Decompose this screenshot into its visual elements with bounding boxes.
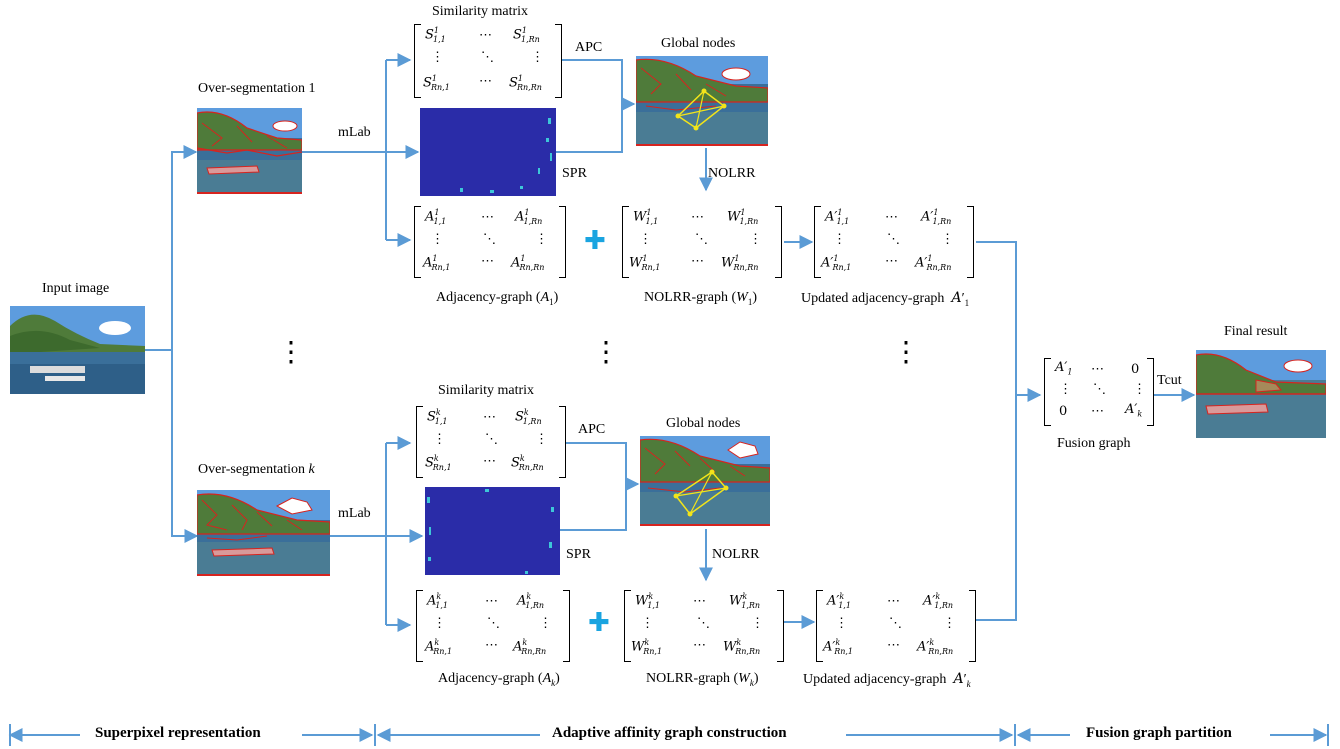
updated-adjacency-graph-label-k: Updated adjacency-graph A′k [803,671,971,689]
nolrr-graph-label-1: NOLRR-graph (W1) [644,290,757,307]
apc-label-1: APC [575,40,603,55]
global-nodes-label-1: Global nodes [661,36,736,51]
vertical-ellipsis-icon: ⋮ [277,335,305,368]
adjacency-graph-label-k: Adjacency-graph (Ak) [438,671,560,688]
plus-icon: ✚ [588,608,610,638]
vertical-ellipsis-icon: ⋮ [892,335,920,368]
final-result-image [1196,350,1326,438]
over-segmentation-k-label: Over-segmentation k [198,462,315,477]
footer-superpixel-representation: Superpixel representation [95,725,261,741]
global-nodes-image-1 [636,56,768,146]
nolrr-graph-label-k: NOLRR-graph (Wk) [646,671,759,688]
similarity-matrix-label-k: Similarity matrix [438,383,535,398]
nolrr-label-k: NOLRR [712,547,760,562]
global-nodes-label-k: Global nodes [666,416,741,431]
nolrr-matrix-k: Wk1,1 ⋯ Wk1,Rn ⋮ ⋱ ⋮ WkRn,1 ⋯ WkRn,Rn [624,590,784,662]
updated-adjacency-graph-label-1: Updated adjacency-graph A′1 [801,290,970,308]
adjacency-matrix-1: A11,1 ⋯ A11,Rn ⋮ ⋱ ⋮ A1Rn,1 ⋯ A1Rn,Rn [414,206,566,278]
adjacency-matrix-k: Ak1,1 ⋯ Ak1,Rn ⋮ ⋱ ⋮ AkRn,1 ⋯ AkRn,Rn [416,590,570,662]
input-image [10,306,145,394]
similarity-matrix-1: S11,1 ⋯ S11,Rn ⋮ ⋱ ⋮ S1Rn,1 ⋯ S1Rn,Rn [414,24,562,98]
input-image-label: Input image [42,281,110,296]
mlab-label-1: mLab [338,125,371,140]
tcut-label: Tcut [1157,373,1182,388]
over-segmentation-k-image [197,490,330,576]
spr-label-k: SPR [566,547,591,562]
plus-icon: ✚ [584,226,606,256]
similarity-matrix-label-1: Similarity matrix [432,4,529,19]
fusion-graph-label: Fusion graph [1057,436,1131,451]
apc-label-k: APC [578,422,606,437]
footer-adaptive-affinity-graph-construction: Adaptive affinity graph construction [552,725,787,741]
updated-adjacency-matrix-1: A′11,1 ⋯ A′11,Rn ⋮ ⋱ ⋮ A′1Rn,1 ⋯ A′1Rn,R… [814,206,974,278]
spr-matrix-image-k [425,487,560,575]
over-segmentation-1-image [197,108,302,194]
adjacency-graph-label-1: Adjacency-graph (A1) [436,290,559,307]
similarity-matrix-k: Sk1,1 ⋯ Sk1,Rn ⋮ ⋱ ⋮ SkRn,1 ⋯ SkRn,Rn [416,406,566,478]
spr-label-1: SPR [562,166,587,181]
final-result-label: Final result [1224,324,1288,339]
footer-fusion-graph-partition: Fusion graph partition [1086,725,1232,741]
updated-adjacency-matrix-k: A′k1,1 ⋯ A′k1,Rn ⋮ ⋱ ⋮ A′kRn,1 ⋯ A′kRn,R… [816,590,976,662]
fusion-graph-matrix: A′1 ⋯ 0 ⋮ ⋱ ⋮ 0 ⋯ A′k [1044,358,1154,426]
global-nodes-image-k [640,436,770,526]
vertical-ellipsis-icon: ⋮ [592,335,620,368]
spr-matrix-image-1 [420,108,556,196]
mlab-label-k: mLab [338,506,371,521]
nolrr-label-1: NOLRR [708,166,756,181]
over-segmentation-1-label: Over-segmentation 1 [198,81,316,96]
nolrr-matrix-1: W11,1 ⋯ W11,Rn ⋮ ⋱ ⋮ W1Rn,1 ⋯ W1Rn,Rn [622,206,782,278]
